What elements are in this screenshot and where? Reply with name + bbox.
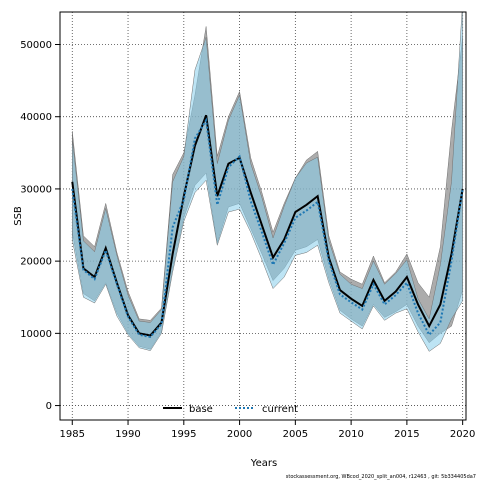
x-tick-label: 2015 — [394, 429, 419, 440]
legend: base current — [163, 404, 298, 415]
y-tick-label: 20000 — [20, 257, 52, 268]
series-lines — [71, 114, 464, 339]
x-tick-label: 2000 — [227, 429, 252, 440]
x-tick-label: 2010 — [338, 429, 363, 440]
x-axis-ticks: 1985 1990 1995 2000 2005 2010 2015 2020 — [60, 420, 475, 440]
x-tick-label: 2020 — [450, 429, 475, 440]
x-tick-label: 1985 — [60, 429, 85, 440]
legend-current-label: current — [262, 404, 298, 415]
x-tick-label: 1995 — [171, 429, 196, 440]
y-axis-ticks: 0 10000 20000 30000 40000 50000 — [20, 40, 60, 412]
line-current — [71, 117, 464, 339]
y-tick-label: 30000 — [20, 184, 52, 195]
x-tick-label: 1990 — [115, 429, 140, 440]
footnote: stockassessment.org, WBcod_2020_split_an… — [286, 474, 476, 480]
x-axis-title: Years — [250, 458, 277, 469]
plot-frame — [59, 11, 467, 421]
y-tick-label: 50000 — [20, 40, 52, 51]
y-tick-label: 40000 — [20, 112, 52, 123]
legend-base-label: base — [189, 404, 213, 415]
y-tick-label: 10000 — [20, 329, 52, 340]
x-tick-label: 2005 — [283, 429, 308, 440]
y-tick-label: 0 — [46, 401, 52, 412]
y-axis-title: SSB — [13, 206, 24, 226]
